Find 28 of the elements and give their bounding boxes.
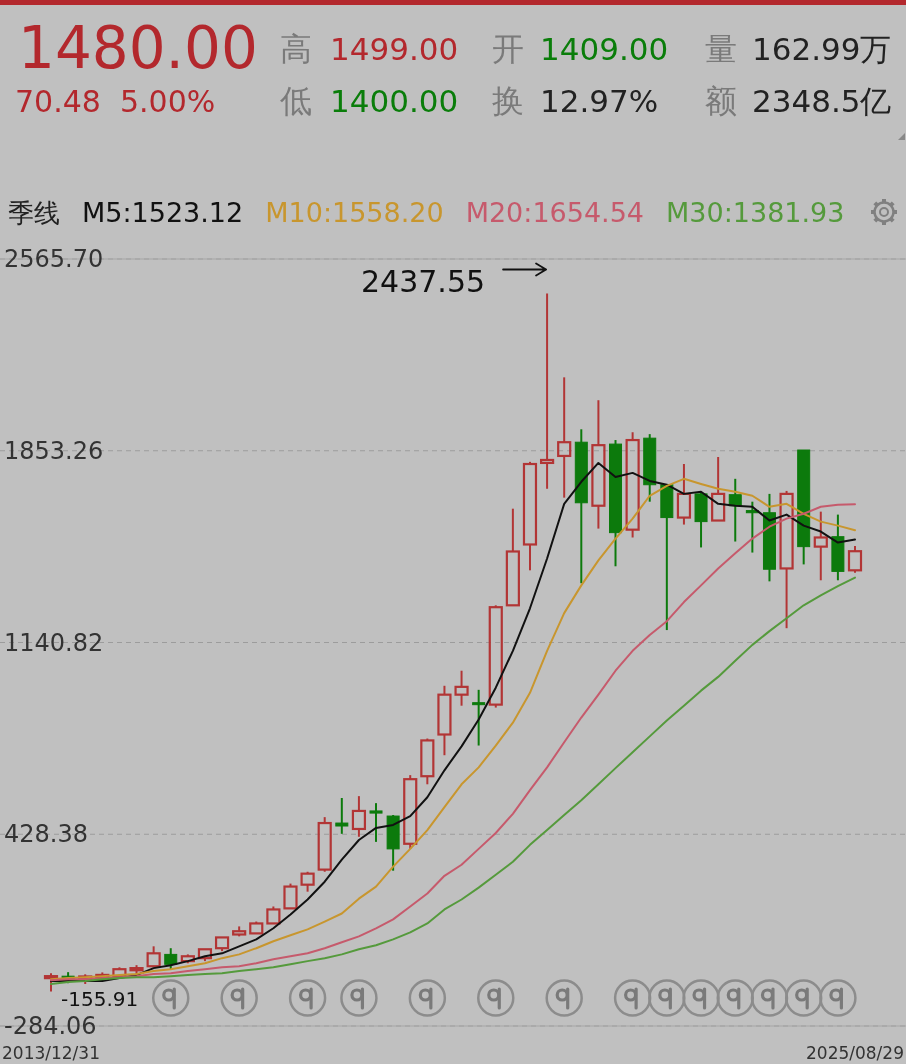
annotation: -155.91 [61, 986, 139, 1011]
y-tick-label: -284.06 [4, 1012, 97, 1040]
annotation: 2437.55 [361, 263, 486, 299]
text: 低 [280, 82, 312, 120]
legend-title: 季线 [8, 198, 60, 228]
text: 开 [492, 30, 524, 68]
text: 换 [492, 82, 524, 120]
text: 2348.5亿 [752, 83, 892, 119]
y-tick-label: 1853.26 [4, 436, 104, 465]
text: 1499.00 [330, 31, 459, 67]
text: 高 [280, 30, 312, 68]
text: 12.97% [540, 83, 659, 119]
x-tick-label: 2013/12/31 [2, 1043, 100, 1063]
text: M10:1558.20 [265, 197, 444, 228]
chart-title: 1480.00 [18, 14, 258, 82]
y-tick-label: 2565.70 [4, 245, 104, 273]
text: 额 [705, 82, 737, 120]
text: 量 [705, 30, 737, 68]
y-tick-label: 1140.82 [4, 628, 104, 657]
text: 1409.00 [540, 31, 669, 67]
x-tick-label: 2025/08/29 [806, 1043, 904, 1063]
text: M30:1381.93 [666, 197, 845, 228]
y-tick-label: 428.38 [4, 820, 88, 849]
text: 1400.00 [330, 83, 459, 119]
text: M5:1523.12 [82, 197, 244, 228]
chart-subtitle: 70.48 5.00% [15, 84, 216, 119]
text: 162.99万 [752, 31, 892, 67]
text: M20:1654.54 [465, 197, 645, 228]
